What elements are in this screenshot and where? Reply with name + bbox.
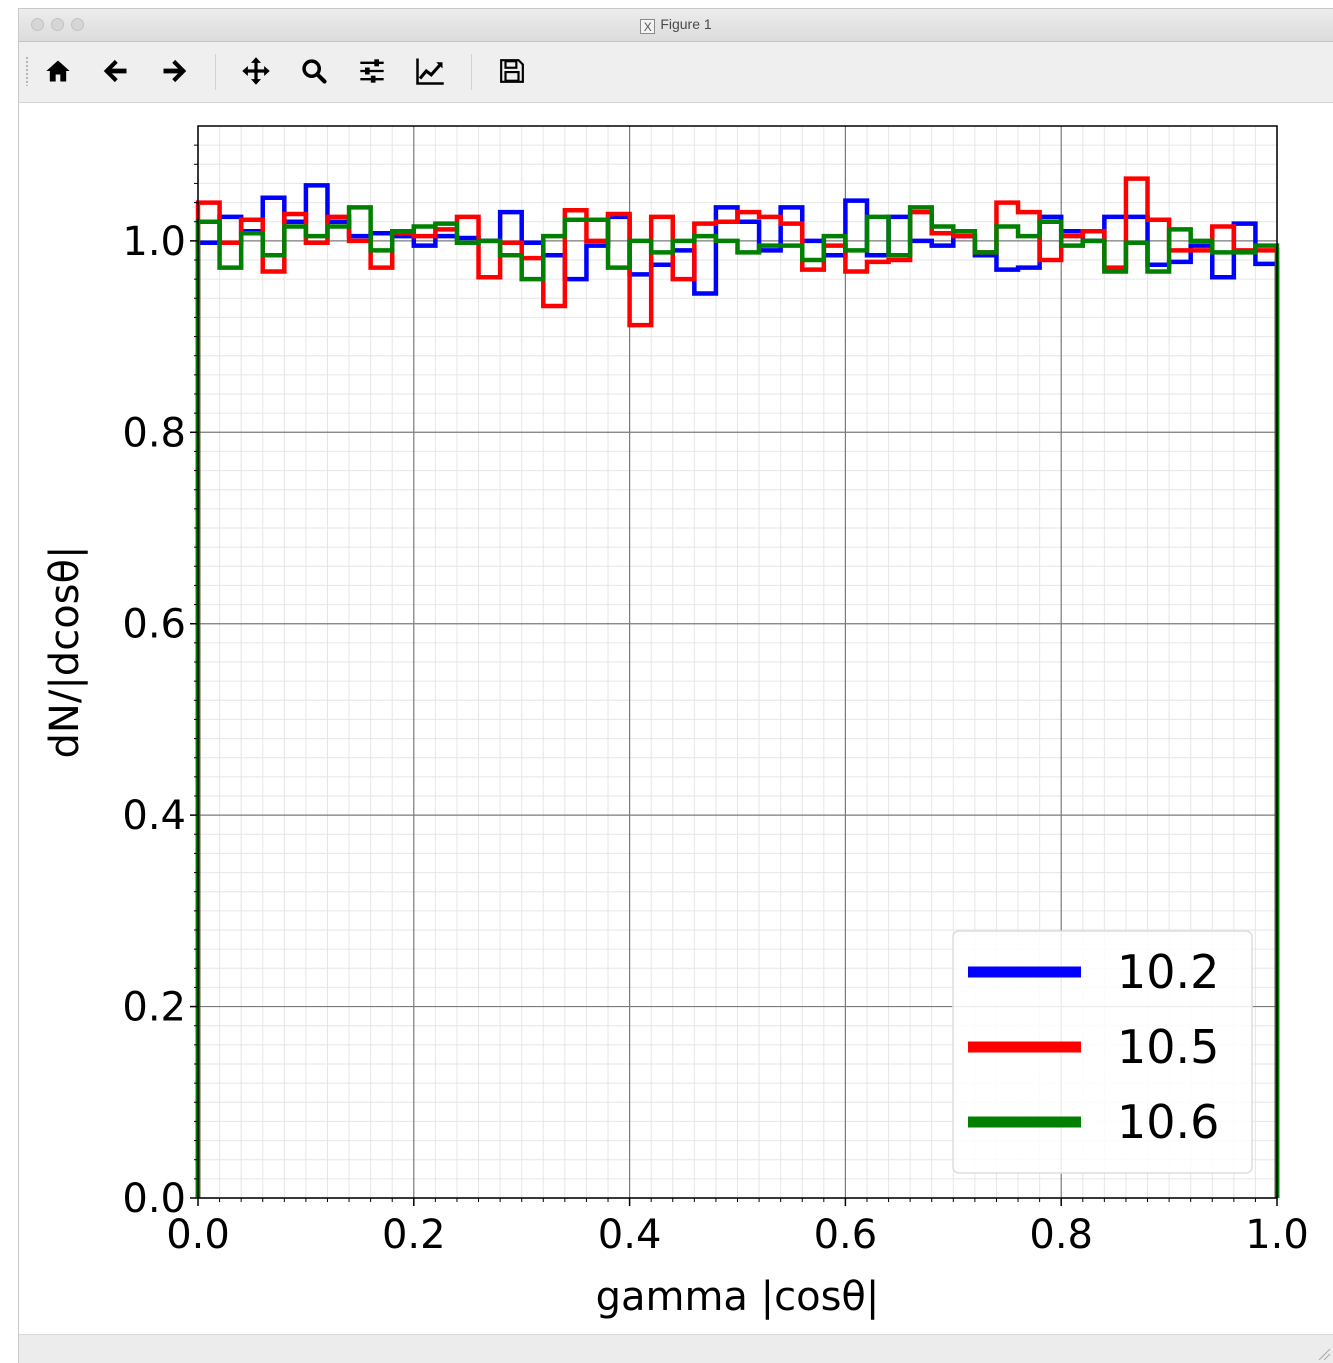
x-tick-label: 0.0	[166, 1212, 230, 1258]
y-tick-label: 1.0	[122, 219, 186, 265]
x-tick-label: 0.8	[1029, 1212, 1093, 1258]
title-bar[interactable]: X Figure 1	[19, 9, 1333, 42]
toolbar-separator	[471, 54, 472, 90]
customize-button[interactable]	[413, 54, 447, 88]
series-10-5-line	[195, 176, 1280, 1198]
legend: 10.2 10.5 10.6	[952, 930, 1253, 1174]
floppy-disk-icon	[500, 59, 524, 83]
maximize-window-button[interactable]	[71, 18, 84, 31]
arrow-left-icon	[103, 59, 127, 83]
series-10-6-line	[195, 205, 1280, 1198]
x-axis-label: gamma |cosθ|	[596, 1274, 880, 1320]
forward-button[interactable]	[157, 54, 191, 88]
zoom-button[interactable]	[297, 54, 331, 88]
arrow-right-icon	[163, 59, 187, 83]
figure-window: X Figure 1	[18, 8, 1333, 1363]
move-icon	[242, 57, 270, 85]
subplots-button[interactable]	[355, 54, 389, 88]
ticks-layer	[190, 144, 1278, 1206]
toolbar-grip-handle[interactable]	[25, 56, 29, 86]
save-button[interactable]	[495, 54, 529, 88]
x-tick-label: 0.6	[814, 1212, 878, 1258]
legend-entry-label: 10.2	[1117, 945, 1219, 999]
tick-labels: 0.0 0.2 0.4 0.6 0.8 1.0 0.0 0.2 0.4 0.6 0.8 1.0	[122, 219, 1308, 1258]
toolbar	[19, 42, 1333, 103]
legend-box	[952, 930, 1253, 1174]
toolbar-separator	[215, 54, 216, 90]
line-chart-icon	[416, 58, 444, 85]
y-axis-label: dN/|dcosθ|	[42, 546, 88, 759]
window-title: Figure 1	[660, 16, 712, 32]
home-icon	[46, 60, 70, 82]
y-tick-label: 0.6	[122, 602, 186, 648]
back-button[interactable]	[99, 54, 133, 88]
close-window-button[interactable]	[31, 18, 44, 31]
y-tick-label: 0.0	[122, 1176, 186, 1222]
x-tick-label: 0.4	[598, 1212, 662, 1258]
home-button[interactable]	[41, 54, 75, 88]
minimize-window-button[interactable]	[51, 18, 64, 31]
legend-entry-label: 10.6	[1117, 1095, 1219, 1149]
x11-app-icon: X	[640, 19, 656, 34]
resize-grip-icon[interactable]	[1315, 1345, 1331, 1361]
y-tick-label: 0.8	[122, 410, 186, 456]
series-layer	[195, 176, 1280, 1198]
pan-button[interactable]	[239, 54, 273, 88]
x-tick-label: 0.2	[382, 1212, 446, 1258]
legend-entry-label: 10.5	[1117, 1020, 1219, 1074]
x-tick-label: 1.0	[1245, 1212, 1309, 1258]
sliders-icon	[360, 59, 384, 83]
status-bar	[19, 1334, 1333, 1363]
y-tick-label: 0.2	[122, 985, 186, 1031]
y-tick-label: 0.4	[122, 793, 186, 839]
magnifier-icon	[302, 59, 327, 84]
